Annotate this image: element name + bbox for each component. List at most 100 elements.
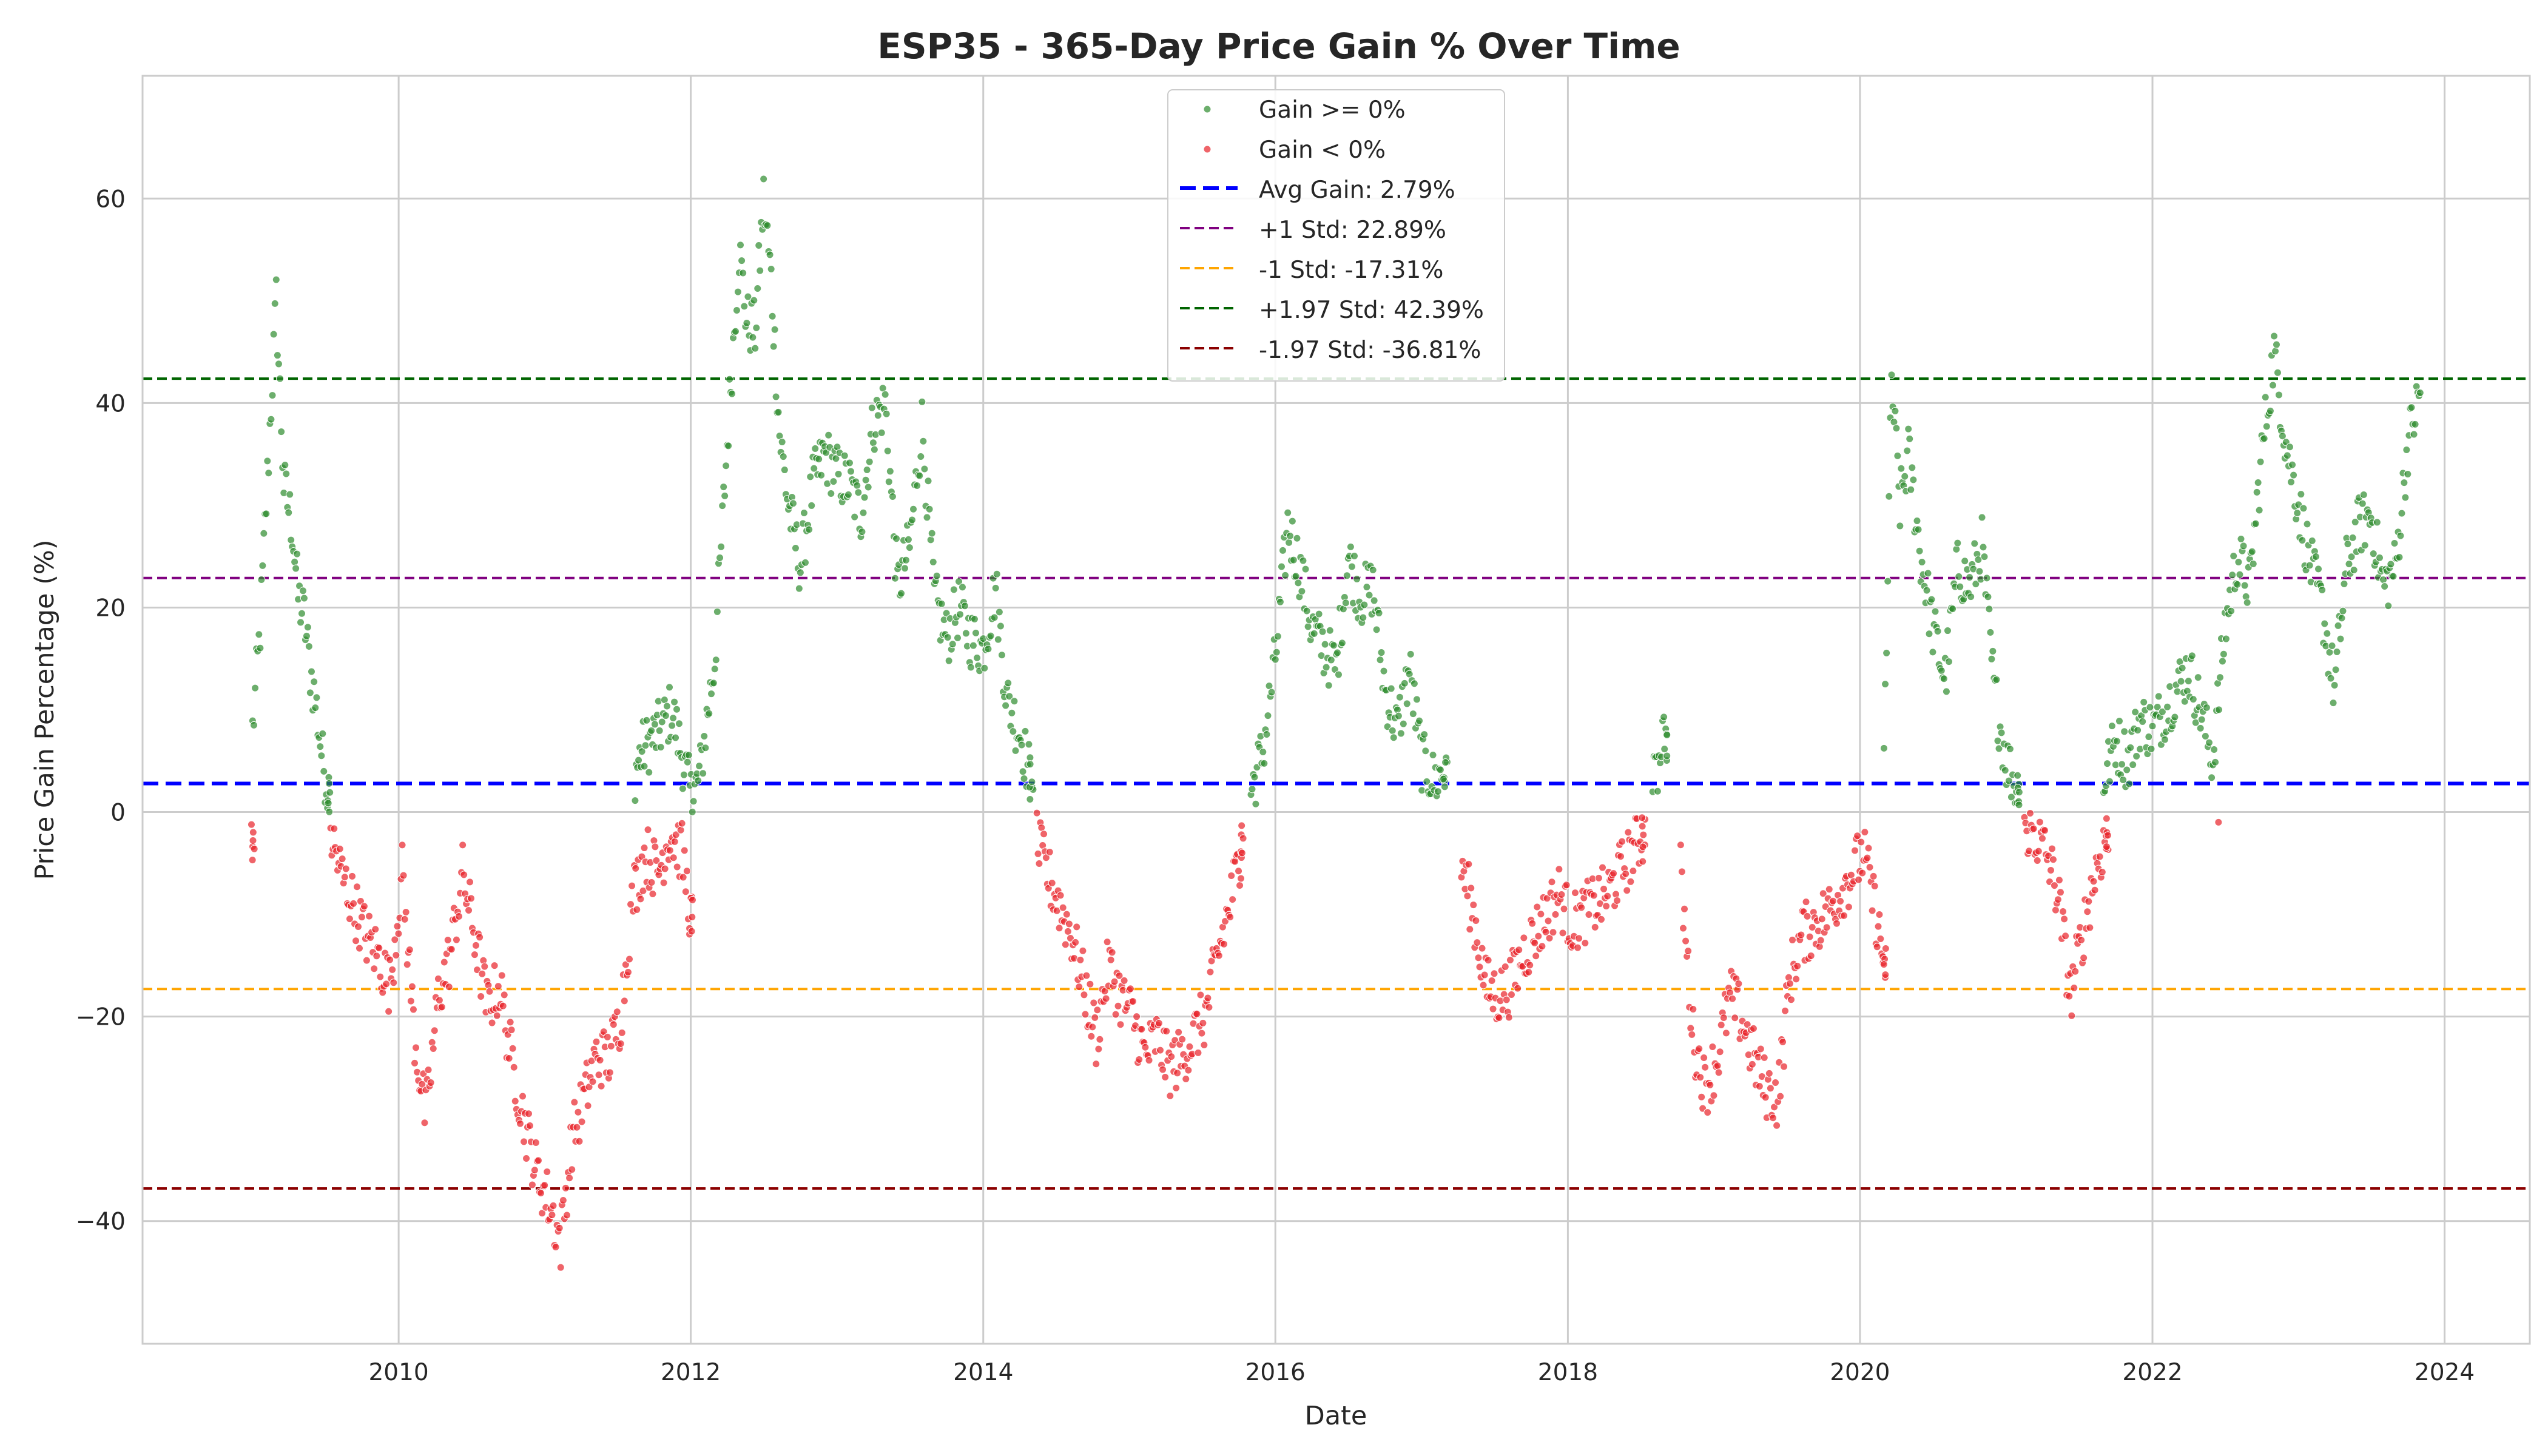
scatter-point [1551,910,1560,918]
scatter-point [1526,961,1534,969]
scatter-point [739,269,747,277]
scatter-point [1808,923,1816,932]
scatter-point [335,844,344,853]
scatter-point [1293,534,1301,542]
scatter-point [2015,788,2023,797]
scatter-point [574,1108,582,1116]
scatter-point [2340,579,2348,588]
scatter-point [2339,607,2347,615]
scatter-point [718,502,727,510]
scatter-point [631,797,639,805]
scatter-point [1420,730,1429,739]
scatter-point [2123,766,2131,774]
scatter-point [1663,752,1671,760]
y-tick-label: 40 [95,390,126,417]
scatter-point [362,956,371,965]
scatter-point [2344,540,2352,548]
x-tick-label: 2022 [2122,1359,2182,1386]
scatter-point [316,743,325,751]
scatter-point [1284,508,1292,517]
scatter-point [609,1020,618,1029]
x-tick-label: 2012 [661,1359,721,1386]
scatter-point [661,712,670,720]
scatter-point [2347,553,2356,561]
scatter-point [1923,586,1931,595]
scatter-point [1618,837,1626,846]
scatter-point [1689,1005,1697,1013]
scatter-point [262,510,271,518]
x-tick-label: 2010 [368,1359,428,1386]
scatter-point [1286,531,1295,540]
scatter-point [858,528,866,536]
scatter-point [1881,944,1890,952]
scatter-point [1617,852,1625,861]
scatter-point [555,1224,564,1232]
scatter-point [1221,917,1230,926]
scatter-point [870,445,878,454]
scatter-point [2299,504,2308,513]
scatter-point [1103,938,1111,946]
scatter-point [2274,391,2283,399]
scatter-point [678,784,687,793]
scatter-point [2189,695,2197,704]
scatter-point [292,564,300,573]
scatter-point [2080,954,2088,962]
scatter-point [2154,692,2163,701]
scatter-point [1116,1020,1125,1029]
scatter-point [467,894,476,903]
scatter-point [1412,695,1421,704]
scatter-point [845,459,854,467]
scatter-point [1903,447,1912,455]
scatter-point [900,564,909,573]
scatter-point [1466,925,1474,934]
scatter-point [687,927,696,935]
scatter-point [913,481,922,490]
scatter-point [522,1154,531,1162]
scatter-point [1992,675,2001,684]
scatter-point [1198,1029,1206,1037]
scatter-point [268,391,277,400]
scatter-point [1009,727,1017,736]
scatter-point [656,743,665,752]
scatter-point [1858,869,1867,877]
scatter-point [1206,968,1215,976]
scatter-point [311,704,320,712]
scatter-point [326,788,334,797]
scatter-point [1722,1029,1730,1037]
scatter-point [984,645,993,653]
scatter-point [494,982,502,991]
scatter-point [388,965,397,974]
scatter-point [672,733,680,742]
scatter-point [1380,667,1388,675]
scatter-points [247,175,2424,1272]
scatter-point [2171,713,2179,721]
scatter-point [1623,886,1631,895]
scatter-point [918,397,926,406]
scatter-point [1761,1093,1770,1102]
scatter-point [680,846,689,855]
scatter-point [1063,927,1072,935]
scatter-point [1372,625,1381,634]
scatter-point [791,544,800,553]
scatter-point [1082,971,1091,980]
scatter-point [528,1181,536,1189]
x-axis-ticks: 2010 2012 2014 2016 2018 2020 2022 2024 [368,1359,2475,1386]
scatter-point [1534,932,1543,940]
scatter-point [743,318,751,327]
scatter-point [1770,1103,1779,1111]
scatter-point [2038,834,2046,843]
scatter-point [391,935,399,944]
scatter-point [688,895,696,904]
scatter-point [1892,424,1901,433]
scatter-point [398,841,406,849]
scatter-point [1515,946,1523,954]
scatter-point [618,1028,626,1037]
scatter-point [779,453,787,461]
scatter-point [556,1263,565,1272]
scatter-point [2240,581,2249,590]
scatter-point [937,599,946,608]
scatter-point [1267,688,1276,696]
scatter-point [1603,892,1612,900]
scatter-point [2233,580,2242,588]
scatter-point [338,855,346,863]
